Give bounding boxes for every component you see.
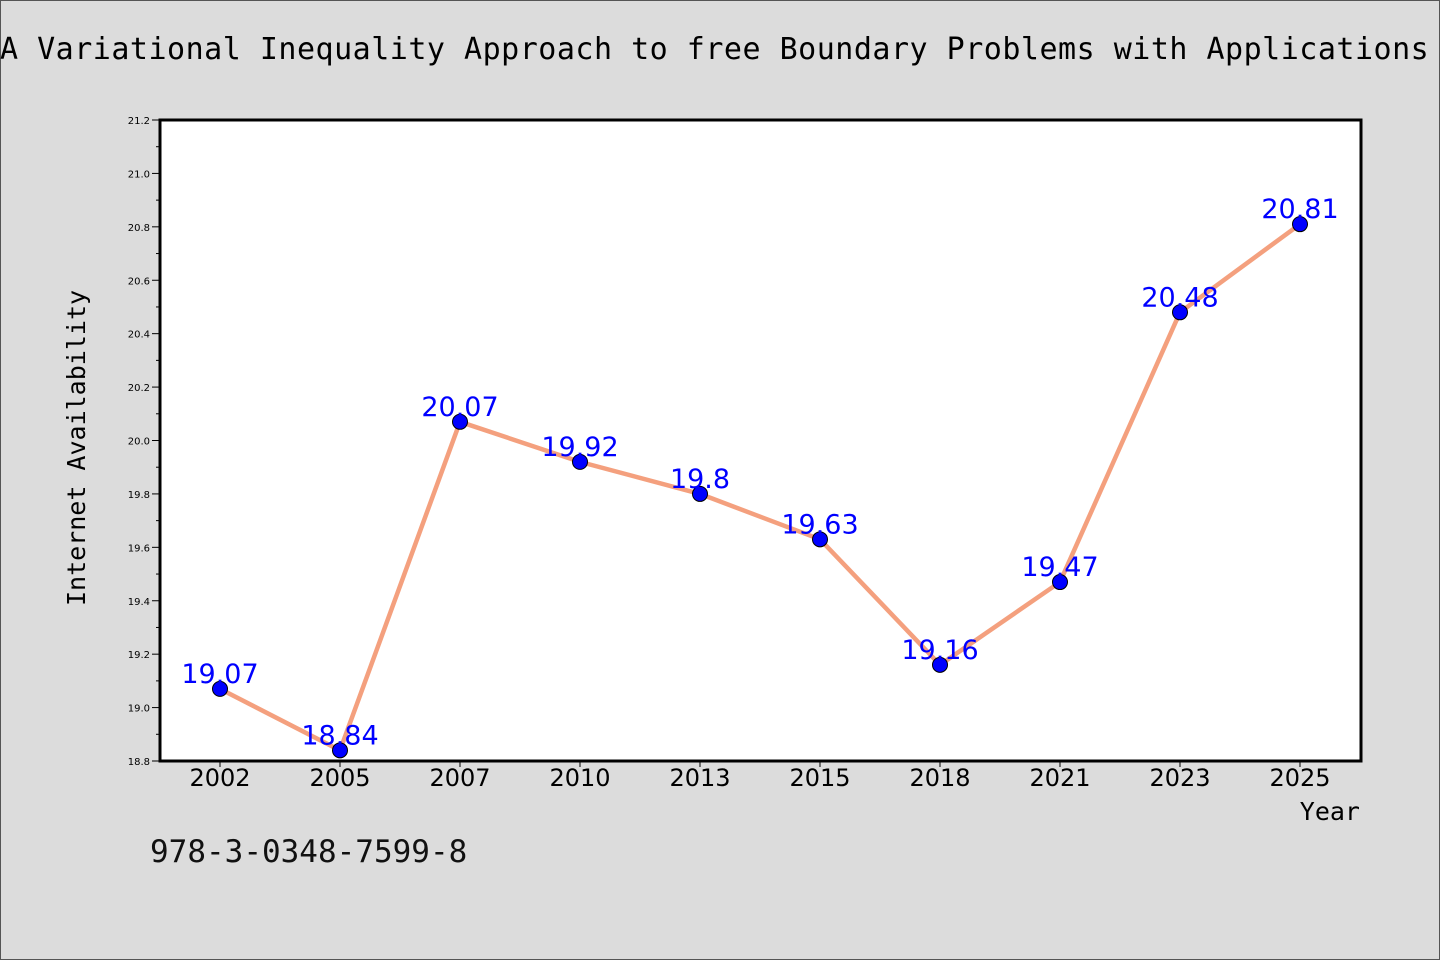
data-label: 19.63 <box>781 509 858 540</box>
y-tick-label: 19.0 <box>128 704 150 715</box>
data-markers <box>212 216 1308 759</box>
y-tick-label: 19.8 <box>128 490 150 501</box>
data-point <box>212 680 228 697</box>
data-label: 18.84 <box>301 720 378 751</box>
x-tick-label: 2018 <box>909 764 970 792</box>
y-tick-label: 21.0 <box>128 169 150 180</box>
x-tick-label: 2010 <box>549 764 610 792</box>
y-tick-label: 19.6 <box>128 543 150 554</box>
y-tick-label: 20.4 <box>128 330 150 341</box>
y-tick-label: 20.6 <box>128 276 150 287</box>
data-label: 19.07 <box>181 659 258 690</box>
y-tick-label: 21.2 <box>128 116 150 127</box>
y-tick-label: 19.2 <box>128 650 150 661</box>
data-label: 19.16 <box>901 635 978 666</box>
data-point <box>1172 304 1188 321</box>
data-point <box>1052 574 1068 591</box>
data-point <box>1292 216 1308 233</box>
data-labels: 19.07 18.84 20.07 19.92 19.8 19.63 19.16 19.47 2… <box>181 194 1338 751</box>
x-tick-label: 2005 <box>309 764 370 792</box>
y-tick-label: 19.4 <box>128 597 150 608</box>
y-tick-label: 20.0 <box>128 437 150 448</box>
data-point <box>692 485 708 502</box>
plot-area <box>160 120 1361 761</box>
data-label: 19.47 <box>1021 552 1098 583</box>
data-point <box>572 453 588 470</box>
data-point <box>332 742 348 759</box>
x-tick-label: 2002 <box>189 764 250 792</box>
x-tick-label: 2021 <box>1029 764 1090 792</box>
data-label: 19.8 <box>670 464 730 495</box>
data-point <box>932 656 948 673</box>
y-tick-label: 20.2 <box>128 383 150 394</box>
x-axis-ticks: 2002 2005 2007 2010 2013 2015 2018 2021 2023 2025 <box>189 761 1331 792</box>
data-label: 19.92 <box>541 432 618 463</box>
y-tick-label: 18.8 <box>128 757 150 768</box>
data-label: 20.48 <box>1141 282 1218 313</box>
series-line <box>218 222 1302 753</box>
x-tick-label: 2023 <box>1149 764 1210 792</box>
x-axis-title: Year <box>1300 797 1360 826</box>
x-tick-label: 2015 <box>789 764 850 792</box>
chart-title: A Variational Inequality Approach to fre… <box>0 32 1440 67</box>
isbn-text: 978-3-0348-7599-8 <box>150 834 468 870</box>
data-label: 20.07 <box>421 392 498 423</box>
data-point <box>812 531 828 548</box>
x-tick-label: 2025 <box>1269 764 1330 792</box>
y-axis-ticks: 18.8 19.0 19.2 19.4 19.6 19.8 20.0 20.2 20.4 20.6… <box>128 116 160 768</box>
data-point <box>452 413 468 430</box>
x-tick-label: 2007 <box>429 764 490 792</box>
data-label: 20.81 <box>1261 194 1338 225</box>
x-tick-label: 2013 <box>669 764 730 792</box>
y-tick-label: 20.8 <box>128 223 150 234</box>
plot-border <box>158 118 1363 763</box>
y-axis-title: Internet Availability <box>62 290 91 606</box>
